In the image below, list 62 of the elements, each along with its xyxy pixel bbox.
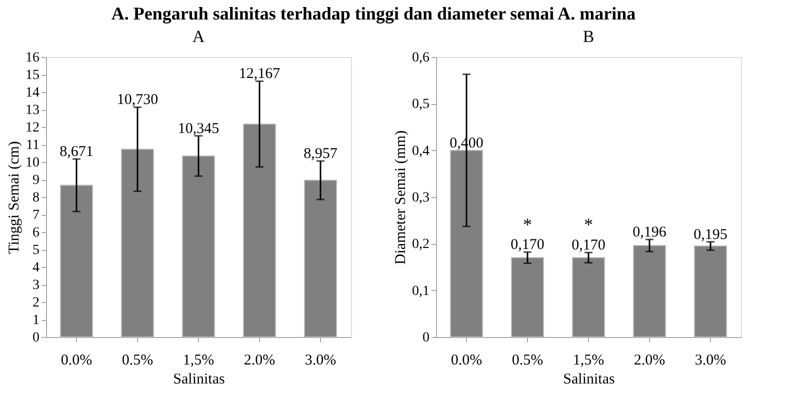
bar bbox=[182, 155, 215, 338]
y-tick-label: 0,6 bbox=[412, 50, 430, 66]
y-tick-label: 0,2 bbox=[412, 237, 430, 252]
bar bbox=[243, 124, 276, 338]
y-tick-label: 13 bbox=[26, 103, 40, 118]
bar bbox=[633, 245, 666, 338]
x-tick-label: 1,5% bbox=[182, 352, 214, 368]
chart-subtitle: B bbox=[582, 27, 594, 46]
x-tick-label: 2.0% bbox=[634, 352, 666, 368]
x-tick-label: 0.0% bbox=[60, 352, 92, 368]
bar bbox=[694, 246, 727, 338]
y-tick-label: 3 bbox=[32, 278, 40, 293]
bar bbox=[572, 257, 605, 338]
y-tick-label: 0,4 bbox=[412, 144, 430, 159]
y-tick-label: 0 bbox=[32, 330, 40, 346]
y-tick-label: 5 bbox=[32, 243, 40, 258]
data-label: 0,196 bbox=[632, 224, 667, 240]
y-axis-title: Tinggi Semai (cm) bbox=[6, 141, 22, 254]
data-label: 10,345 bbox=[178, 120, 220, 137]
bar bbox=[511, 257, 544, 338]
data-label: 8,957 bbox=[304, 146, 338, 162]
x-tick-label: 1,5% bbox=[572, 352, 604, 368]
y-tick-label: 14 bbox=[26, 86, 40, 100]
y-tick-label: 16 bbox=[26, 50, 40, 66]
y-axis-title: Diameter Semai (mm) bbox=[393, 130, 409, 265]
data-label: 8,671 bbox=[60, 144, 94, 160]
x-tick-label: 2.0% bbox=[244, 352, 276, 368]
data-label: 0,195 bbox=[694, 226, 728, 243]
x-tick-label: 3.0% bbox=[694, 352, 726, 368]
x-tick-label: 0.0% bbox=[450, 352, 482, 368]
bar bbox=[450, 150, 483, 338]
y-tick-label: 0,5 bbox=[412, 97, 430, 112]
y-tick-label: 2 bbox=[32, 296, 40, 310]
y-tick-label: 11 bbox=[26, 138, 40, 153]
x-tick-label: 3.0% bbox=[304, 352, 336, 368]
y-tick-label: 10 bbox=[26, 156, 40, 170]
y-tick-label: 6 bbox=[32, 226, 40, 240]
chart-subtitle: A bbox=[192, 27, 206, 46]
y-tick-label: 0,3 bbox=[412, 190, 430, 206]
data-label: 0,170 bbox=[572, 238, 606, 254]
y-tick-label: 12 bbox=[26, 120, 40, 136]
data-label: 12,167 bbox=[238, 66, 281, 82]
annotation: * bbox=[523, 214, 532, 235]
y-tick-label: 0 bbox=[422, 330, 430, 346]
bar bbox=[304, 180, 337, 338]
x-tick-label: 0.5% bbox=[122, 352, 154, 368]
chart-title: A. Pengaruh salinitas terhadap tinggi dan diameter semai A. marina bbox=[111, 4, 636, 24]
y-tick-label: 8 bbox=[32, 190, 40, 206]
data-label: 0,170 bbox=[510, 237, 544, 254]
bar bbox=[121, 148, 154, 338]
x-axis-title: Salinitas bbox=[173, 372, 225, 388]
y-tick-label: 7 bbox=[32, 208, 40, 223]
x-axis-title: Salinitas bbox=[563, 372, 615, 388]
y-tick-label: 15 bbox=[26, 68, 40, 83]
y-tick-label: 1 bbox=[32, 313, 40, 328]
annotation: * bbox=[584, 214, 593, 235]
y-tick-label: 4 bbox=[32, 260, 40, 276]
x-tick-label: 0.5% bbox=[512, 352, 544, 368]
y-tick-label: 9 bbox=[32, 173, 40, 188]
bar bbox=[60, 184, 93, 338]
data-label: 10,730 bbox=[116, 92, 158, 108]
y-tick-label: 0,1 bbox=[412, 284, 430, 299]
